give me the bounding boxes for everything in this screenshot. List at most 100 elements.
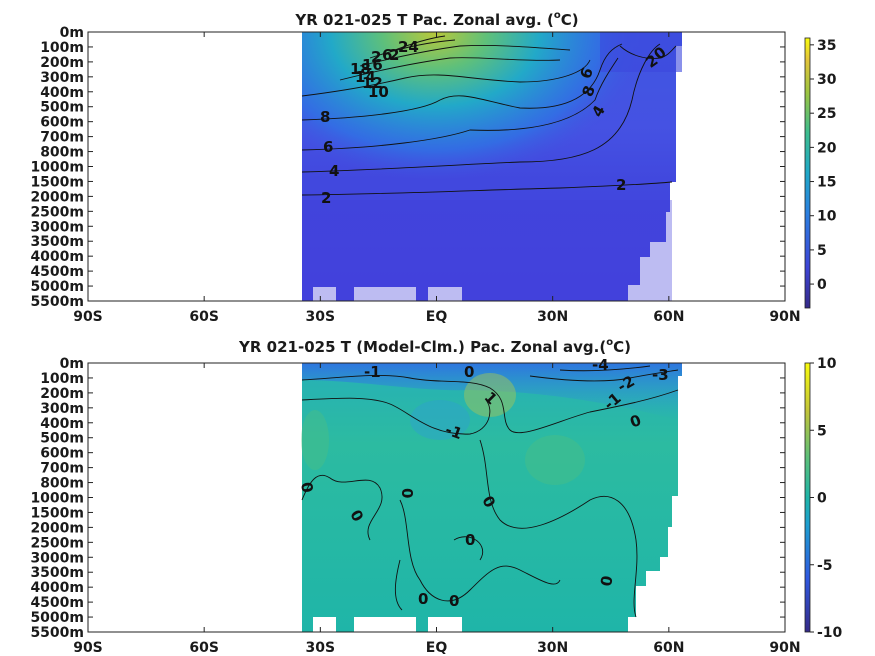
y-tick-label: 700m <box>40 461 84 477</box>
contour-label: -4 <box>592 356 609 374</box>
y-tick-label: 100m <box>40 40 84 56</box>
y-tick-label: 500m <box>40 100 84 116</box>
y-tick-label: 800m <box>40 145 84 161</box>
y-tick-label: 5500m <box>30 625 84 641</box>
bottom-colorbar-ticks: 10 5 0 -5 -10 <box>810 356 843 641</box>
top-colorbar <box>804 37 811 309</box>
top-contours <box>301 35 677 196</box>
y-tick-label: 5000m <box>30 610 84 626</box>
colorbar-tick-label: 20 <box>817 140 837 156</box>
colorbar-tick-label: 15 <box>817 175 836 191</box>
x-tick-label: 30S <box>306 309 336 325</box>
y-tick-label: 0m <box>60 25 84 41</box>
y-tick-label: 600m <box>40 446 84 462</box>
contour-label: 8 <box>320 108 330 126</box>
contour-label: 2 <box>389 46 399 64</box>
colorbar-tick-label: 30 <box>817 72 837 88</box>
y-tick-label: 5500m <box>30 294 84 310</box>
y-tick-label: 4000m <box>30 249 84 265</box>
colorbar-tick-label: 5 <box>817 243 827 259</box>
contour-label: 2 <box>371 48 381 66</box>
y-tick-label: 4000m <box>30 580 84 596</box>
contour-label: 18 <box>350 60 371 78</box>
contour-label: -1 <box>364 363 381 381</box>
colorbar-tick-label: 5 <box>817 423 827 439</box>
y-tick-label: 2000m <box>30 520 84 536</box>
contour-label: 0 <box>297 481 317 494</box>
contour-label: -2 <box>614 372 637 396</box>
y-tick-label: 1500m <box>30 505 84 521</box>
y-tick-label: 700m <box>40 130 84 146</box>
x-tick-label: 60N <box>653 640 684 656</box>
contour-label: 0 <box>464 363 474 381</box>
top-data-field <box>302 32 682 301</box>
bottom-title: YR 021-025 T (Model-Clm.) Pac. Zonal avg… <box>238 337 631 356</box>
bottom-x-axis: 90S 60S 30S EQ 30N 60N 90N <box>73 363 801 656</box>
y-tick-label: 800m <box>40 476 84 492</box>
colorbar-tick-label: 0 <box>817 277 827 293</box>
contour-label: 0 <box>418 590 428 608</box>
x-tick-label: 60S <box>189 640 219 656</box>
contour-label: -3 <box>652 366 669 384</box>
y-tick-label: 500m <box>40 431 84 447</box>
contour-label: 0 <box>398 488 416 498</box>
contour-label: 2 <box>616 176 626 194</box>
y-tick-label: 400m <box>40 85 84 101</box>
x-tick-label: 90S <box>73 309 103 325</box>
bottom-contours <box>301 365 679 618</box>
y-tick-label: 2500m <box>30 535 84 551</box>
top-x-axis: 90S 60S 30S EQ 30N 60N 90N <box>73 32 801 325</box>
x-tick-label: 30N <box>537 640 568 656</box>
x-tick-label: 60S <box>189 309 219 325</box>
x-tick-label: 30N <box>537 309 568 325</box>
bottom-colorbar <box>804 362 811 633</box>
y-tick-label: 5000m <box>30 279 84 295</box>
x-tick-label: 60N <box>653 309 684 325</box>
y-tick-label: 3000m <box>30 550 84 566</box>
y-tick-label: 100m <box>40 371 84 387</box>
x-tick-label: 30S <box>306 640 336 656</box>
contour-label: -1 <box>443 420 465 443</box>
y-tick-label: 4500m <box>30 264 84 280</box>
y-tick-label: 400m <box>40 416 84 432</box>
y-tick-label: 2000m <box>30 189 84 205</box>
top-y-axis: 0m100m200m300m400m500m600m700m800m1000m1… <box>30 25 785 310</box>
x-tick-label: EQ <box>426 309 448 325</box>
colorbar-tick-label: -5 <box>817 558 833 574</box>
contour-label: 2 <box>321 189 331 207</box>
contour-label: 10 <box>368 83 389 101</box>
colorbar-tick-label: 0 <box>817 491 827 507</box>
y-tick-label: 1000m <box>30 491 84 507</box>
bottom-data-field <box>301 363 682 632</box>
top-title: YR 021-025 T Pac. Zonal avg. (oC) <box>294 10 578 29</box>
contour-label: 4 <box>329 162 339 180</box>
contour-label: 6 <box>323 138 333 156</box>
colorbar-tick-label: 35 <box>817 38 836 54</box>
colorbar-tick-label: 25 <box>817 106 836 122</box>
top-colorbar-ticks: 35 30 25 20 15 10 5 0 <box>810 38 837 293</box>
x-tick-label: EQ <box>426 640 448 656</box>
y-tick-label: 1500m <box>30 174 84 190</box>
y-tick-label: 4500m <box>30 595 84 611</box>
contour-label: 0 <box>449 592 459 610</box>
bottom-panel: YR 021-025 T (Model-Clm.) Pac. Zonal avg… <box>30 337 842 656</box>
y-tick-label: 0m <box>60 356 84 372</box>
y-tick-label: 3500m <box>30 565 84 581</box>
contour-label: 16 <box>362 56 383 74</box>
top-panel: YR 021-025 T Pac. Zonal avg. (oC) 2 4 <box>30 10 836 325</box>
bottom-y-axis: 0m100m200m300m400m500m600m700m800m1000m1… <box>30 356 785 641</box>
colorbar-tick-label: 10 <box>817 356 837 372</box>
contour-label: 14 <box>355 68 376 86</box>
x-tick-label: 90N <box>769 309 800 325</box>
y-tick-label: 3000m <box>30 219 84 235</box>
contour-label: 0 <box>465 531 475 549</box>
y-tick-label: 200m <box>40 386 84 402</box>
x-tick-label: 90S <box>73 640 103 656</box>
y-tick-label: 300m <box>40 401 84 417</box>
bottom-contour-labels: -1 0 -4 -3 -2 -1 1 -1 0 0 0 0 0 0 0 0 0 <box>297 356 669 610</box>
x-tick-label: 90N <box>769 640 800 656</box>
y-tick-label: 600m <box>40 115 84 131</box>
y-tick-label: 1000m <box>30 160 84 176</box>
contour-label: 6 <box>382 46 392 64</box>
